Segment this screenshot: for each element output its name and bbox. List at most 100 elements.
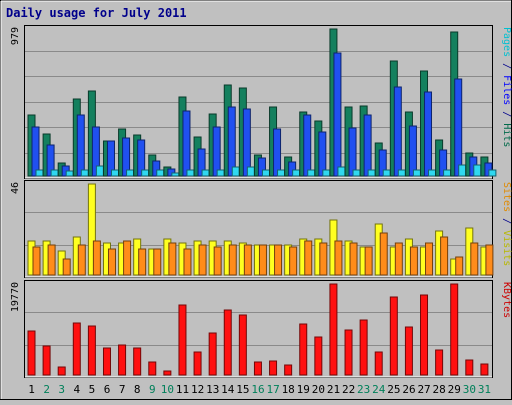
bar-pages-day-6	[110, 169, 119, 177]
y-axis-label: Sites / Visits	[501, 182, 512, 266]
x-tick-label-day-22: 22	[342, 383, 355, 396]
bar-sites-day-30	[470, 242, 479, 276]
bar-kbytes-day-16	[253, 361, 262, 376]
bar-sites-day-11	[183, 248, 192, 276]
bar-kbytes-day-26	[404, 326, 413, 376]
bar-files-day-19	[303, 114, 312, 177]
bar-pages-day-8	[141, 169, 150, 177]
bar-kbytes-day-25	[389, 296, 398, 376]
bar-kbytes-day-1	[27, 330, 36, 376]
bar-kbytes-day-18	[284, 364, 293, 376]
bar-pages-day-23	[367, 169, 376, 177]
bar-sites-day-26	[409, 246, 418, 276]
bar-pages-day-14	[231, 166, 240, 177]
bar-files-day-23	[363, 114, 372, 177]
bar-sites-day-21	[334, 240, 343, 276]
y-axis-label: Pages / Files / Hits	[501, 27, 512, 147]
bar-pages-day-4	[80, 169, 89, 177]
y-max-label: 19770	[10, 282, 21, 312]
bar-pages-day-7	[126, 169, 135, 177]
bar-files-day-21	[333, 52, 342, 177]
bar-pages-day-27	[428, 169, 437, 177]
bar-kbytes-day-30	[465, 359, 474, 376]
bar-pages-day-1	[35, 169, 44, 177]
plot-frame	[24, 280, 493, 378]
x-tick-label-day-6: 6	[104, 383, 111, 396]
bar-kbytes-day-27	[420, 294, 429, 376]
x-tick-label-day-17: 17	[266, 383, 279, 396]
bar-files-day-1	[31, 126, 40, 177]
x-tick-label-day-11: 11	[176, 383, 189, 396]
x-tick-label-day-30: 30	[463, 383, 476, 396]
bar-sites-day-17	[274, 244, 283, 276]
bar-files-day-14	[227, 106, 236, 177]
bar-sites-day-27	[425, 242, 434, 276]
x-tick-label-day-4: 4	[74, 383, 81, 396]
bar-sites-day-9	[153, 248, 162, 276]
bar-kbytes-day-4	[72, 322, 81, 376]
bar-sites-day-14	[228, 244, 237, 276]
x-tick-label-day-25: 25	[387, 383, 400, 396]
bar-kbytes-day-11	[178, 304, 187, 376]
bar-kbytes-day-6	[102, 347, 111, 376]
bar-files-day-20	[318, 131, 327, 177]
bar-kbytes-day-13	[208, 332, 217, 376]
bar-kbytes-day-7	[118, 344, 127, 376]
y-axis-label-part: Files	[501, 75, 512, 105]
x-tick-label-day-18: 18	[282, 383, 295, 396]
bar-files-day-4	[76, 114, 85, 177]
bar-kbytes-day-10	[163, 370, 172, 376]
bar-pages-day-22	[352, 169, 361, 177]
x-tick-label-day-7: 7	[119, 383, 126, 396]
bar-sites-day-29	[455, 256, 464, 276]
x-tick-label-day-23: 23	[357, 383, 370, 396]
y-max-label: 979	[10, 27, 21, 45]
y-max-label: 46	[10, 182, 21, 194]
bar-pages-day-29	[458, 164, 467, 177]
bar-sites-day-7	[123, 240, 132, 276]
bar-kbytes-day-5	[87, 325, 96, 376]
bar-sites-day-25	[394, 242, 403, 276]
bar-kbytes-day-28	[435, 349, 444, 376]
x-tick-label-day-9: 9	[149, 383, 156, 396]
bar-sites-day-19	[304, 240, 313, 276]
bar-pages-day-26	[412, 169, 421, 177]
bar-kbytes-day-15	[238, 314, 247, 376]
bar-sites-day-10	[168, 242, 177, 276]
bar-sites-day-13	[213, 246, 222, 276]
x-tick-label-day-13: 13	[206, 383, 219, 396]
bar-pages-day-2	[50, 169, 59, 177]
bar-sites-day-1	[32, 246, 41, 276]
bar-sites-day-24	[379, 232, 388, 276]
bar-sites-day-6	[107, 248, 116, 276]
x-tick-label-day-19: 19	[297, 383, 310, 396]
x-tick-label-day-31: 31	[478, 383, 491, 396]
y-axis-label-part: Visits	[501, 230, 512, 266]
y-axis-label-part: KBytes	[501, 282, 512, 318]
bar-files-day-17	[273, 128, 282, 177]
kbytes-panel: 19770 KBytes	[10, 280, 512, 378]
bar-files-day-22	[348, 127, 357, 177]
bar-sites-day-4	[77, 244, 86, 276]
chart-title: Daily usage for July 2011	[6, 6, 187, 20]
bar-pages-day-15	[246, 166, 255, 177]
bar-pages-day-17	[277, 169, 286, 177]
bar-pages-day-30	[473, 164, 482, 177]
bar-files-day-11	[182, 110, 191, 177]
bar-files-day-13	[212, 126, 221, 177]
x-tick-label-day-12: 12	[191, 383, 204, 396]
y-axis-label-part: /	[501, 212, 512, 230]
bar-pages-day-31	[488, 169, 497, 177]
bar-kbytes-day-21	[329, 283, 338, 376]
bar-files-day-27	[424, 91, 433, 177]
bar-pages-day-16	[261, 169, 270, 177]
bar-pages-day-5	[95, 165, 104, 177]
bar-sites-day-8	[138, 248, 147, 276]
bar-pages-day-13	[216, 169, 225, 177]
bar-files-day-26	[408, 125, 417, 177]
y-axis-label-part: /	[501, 57, 512, 75]
bar-sites-day-16	[258, 244, 267, 276]
bar-sites-day-15	[243, 244, 252, 276]
